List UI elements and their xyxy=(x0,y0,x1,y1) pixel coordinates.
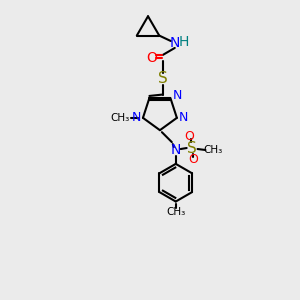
Text: N: N xyxy=(169,36,180,50)
Text: CH₃: CH₃ xyxy=(166,207,185,218)
Text: N: N xyxy=(171,143,181,157)
Text: S: S xyxy=(187,140,196,155)
Text: N: N xyxy=(179,111,188,124)
Text: H: H xyxy=(178,35,189,49)
Text: CH₃: CH₃ xyxy=(110,113,130,123)
Text: CH₃: CH₃ xyxy=(204,145,223,155)
Text: N: N xyxy=(172,89,182,102)
Text: O: O xyxy=(185,130,195,142)
Text: N: N xyxy=(131,111,141,124)
Text: S: S xyxy=(158,71,168,86)
Text: O: O xyxy=(189,153,199,167)
Text: O: O xyxy=(146,51,158,65)
